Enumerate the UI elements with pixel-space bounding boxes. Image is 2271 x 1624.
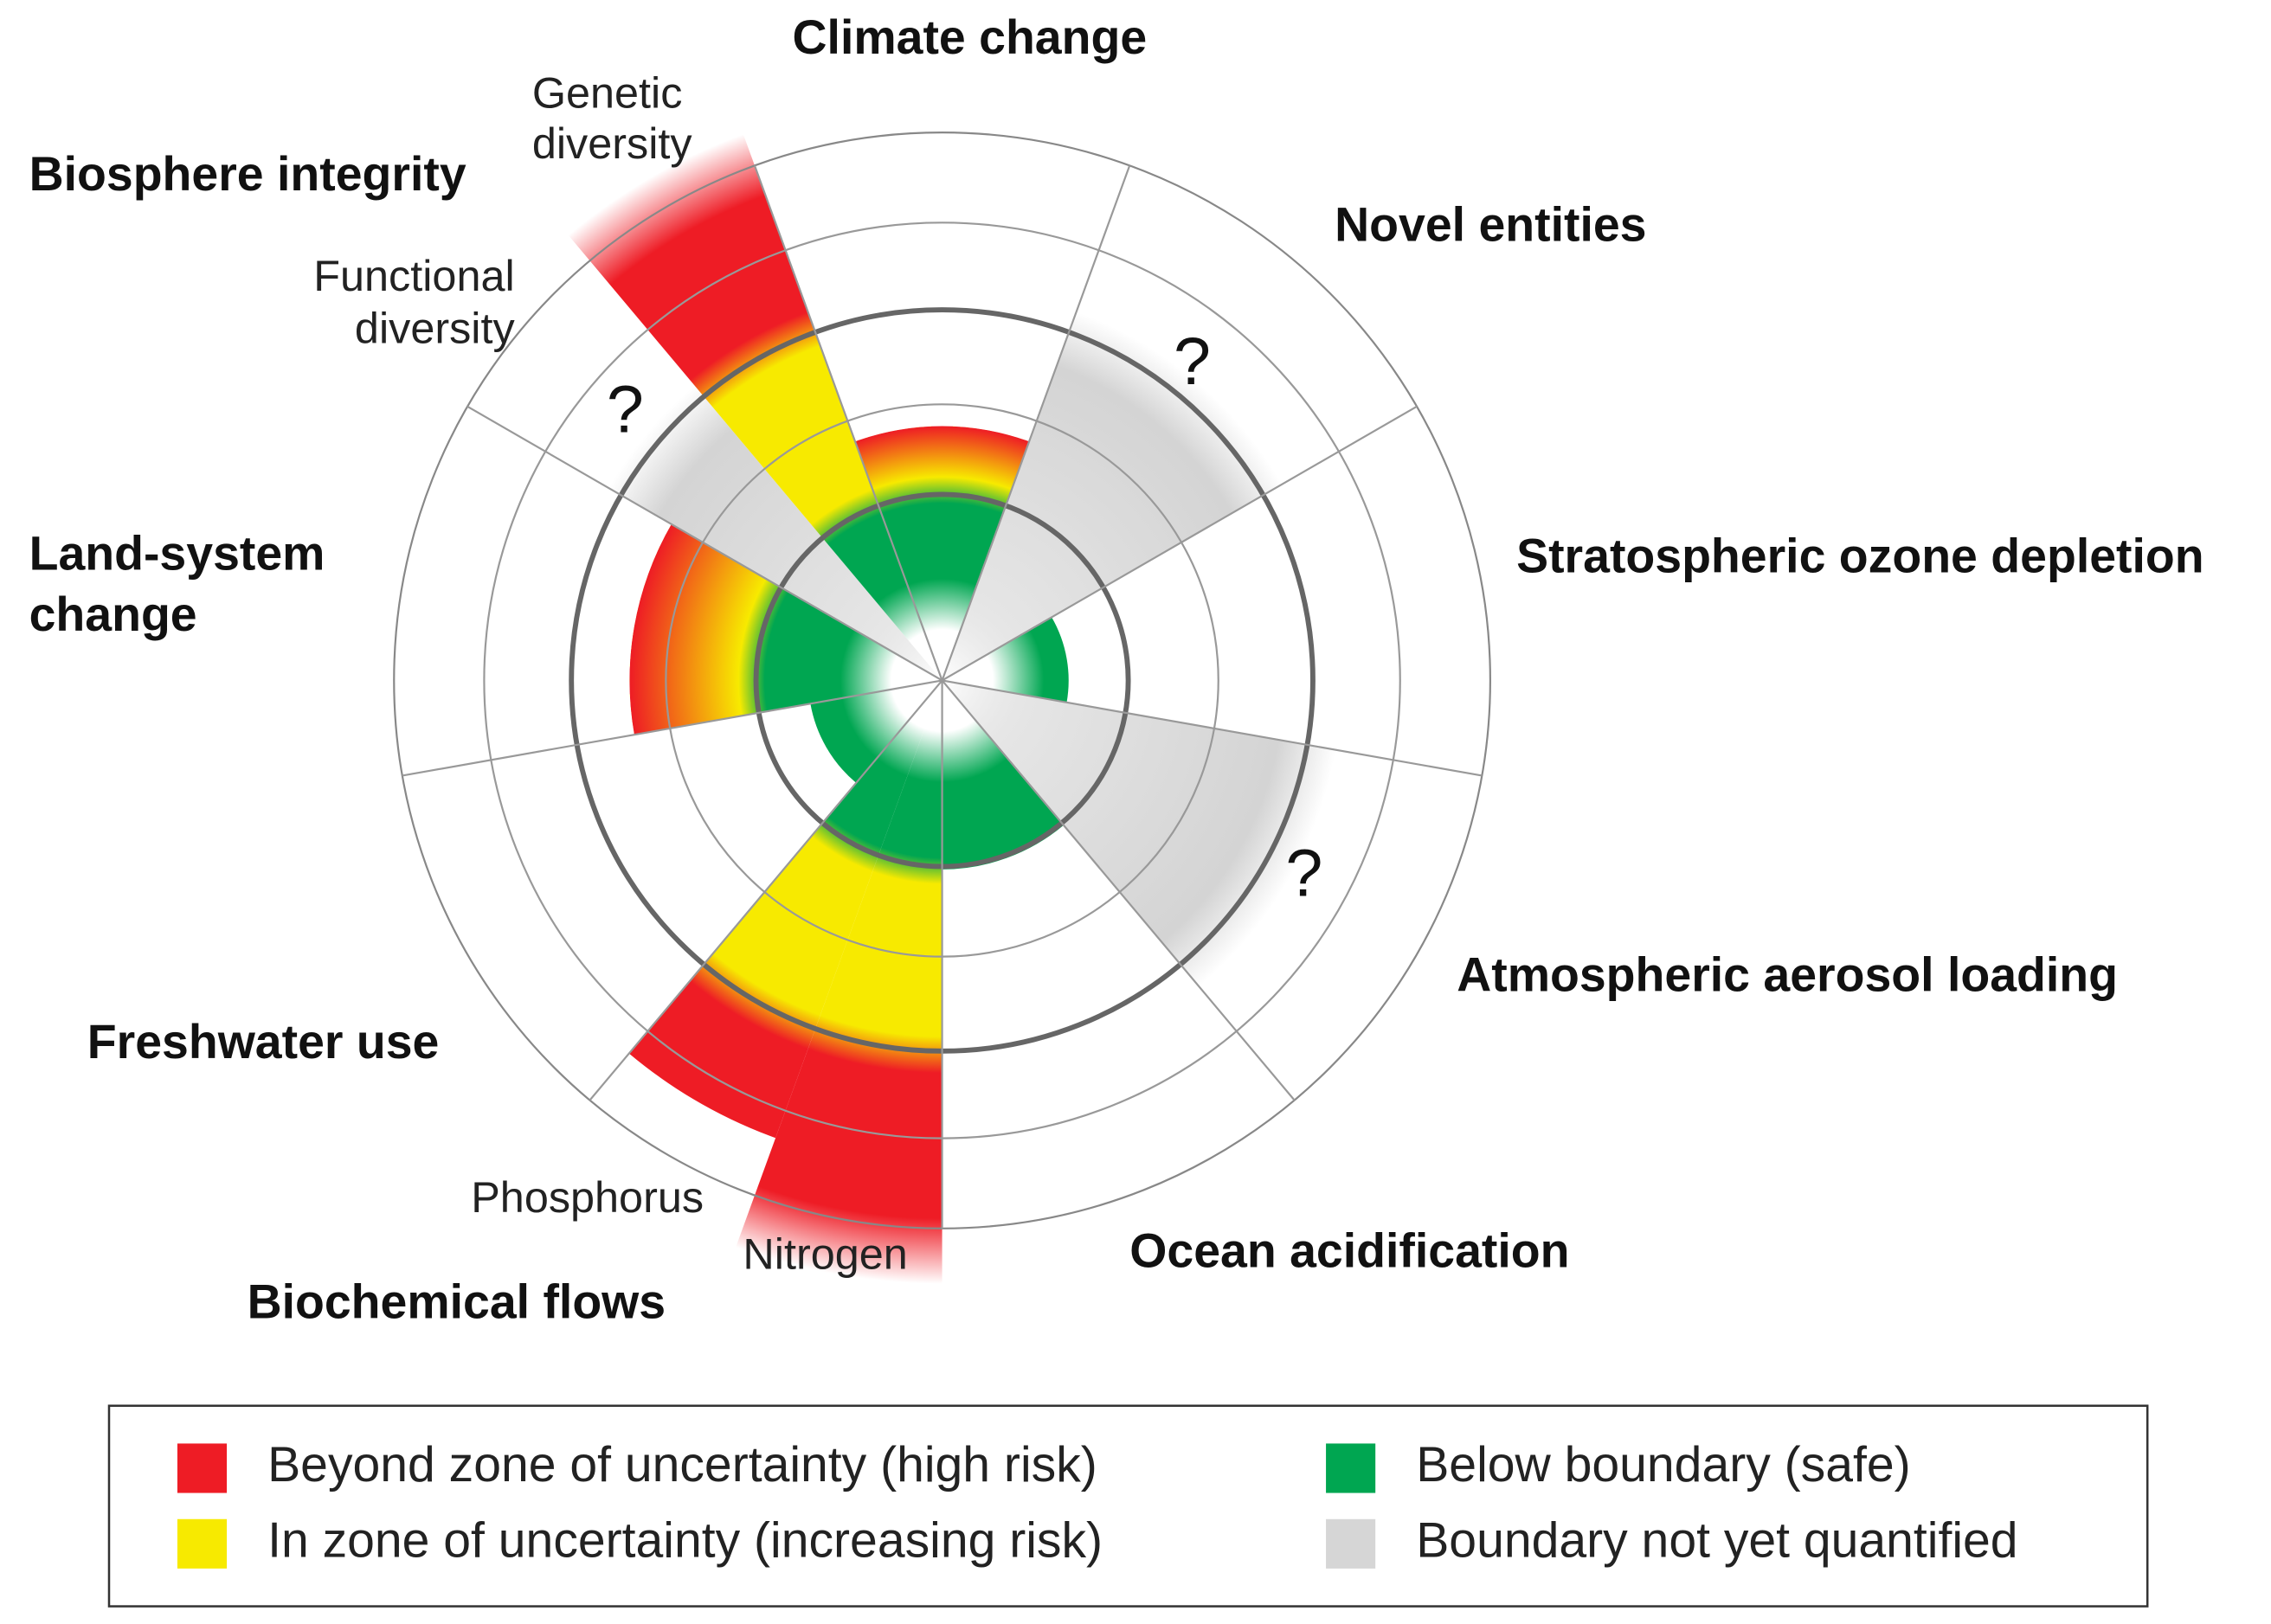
legend-box [107,1404,2149,1608]
wedges [568,134,1336,1284]
sub-label: diversity [532,119,693,168]
wedge [568,134,942,681]
boundary-label: Ocean acidification [1129,1224,1569,1278]
legend-label: In zone of uncertainty (increasing risk) [267,1512,1103,1568]
question-mark: ? [1174,324,1211,399]
wedge [855,426,1030,681]
sub-label: Genetic [532,67,683,117]
boundary-label: change [29,587,197,641]
legend-label: Below boundary (safe) [1416,1437,1910,1492]
sub-label: Functional [313,251,514,300]
boundary-label: Biochemical flows [248,1274,666,1328]
wedge [628,680,942,1139]
legend-label: Boundary not yet quantified [1416,1512,2017,1568]
spoke [402,679,942,777]
boundary-label: Climate change [793,10,1148,64]
sub-label: diversity [355,304,516,353]
spoke [941,164,1131,681]
legend-label: Beyond zone of uncertainty (high risk) [267,1437,1097,1492]
rings [393,132,1491,1229]
boundary-label: Atmospheric aerosol loading [1457,947,2118,1001]
boundary-label: Freshwater use [87,1015,440,1069]
sub-label: Nitrogen [743,1229,907,1279]
legend-swatch [1326,1443,1376,1493]
spoke [942,405,1418,682]
sub-label: Phosphorus [471,1172,704,1222]
wedge [942,617,1069,703]
boundary-label: Land-system [29,526,325,580]
boundary-label: Stratospheric ozone depletion [1516,530,2203,583]
legend-swatch [177,1443,228,1493]
wedge [608,385,942,681]
boundary-label: Biosphere integrity [29,147,466,201]
spoke [942,679,1483,777]
legend-swatch [177,1518,228,1569]
wedge [629,523,942,735]
spoke [589,679,943,1101]
boundary-label: Novel entities [1335,198,1646,252]
wedge [736,680,942,1284]
wedge [810,680,942,783]
wedge [942,680,1064,870]
question-mark: ? [1285,836,1322,910]
legend-swatch [1326,1518,1376,1569]
spoke [466,405,943,682]
legend: Beyond zone of uncertainty (high risk) In… [177,1437,2018,1569]
wedge [942,680,1336,987]
wedge [942,311,1283,681]
question-mark: ? [607,372,644,446]
spoke [941,679,1296,1101]
labels: Climate change Novel entities Stratospheri… [29,10,2204,1329]
spoke [753,164,943,681]
